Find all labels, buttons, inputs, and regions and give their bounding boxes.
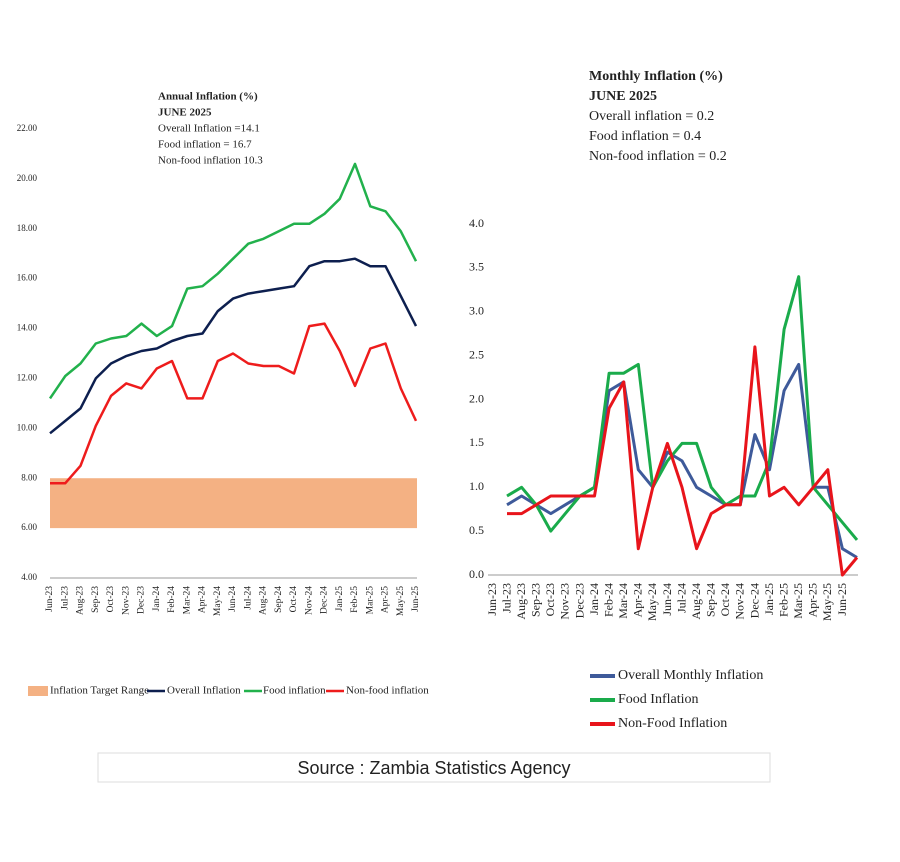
x-tick-label: Apr-25	[381, 586, 391, 613]
x-tick-label: May-25	[820, 583, 834, 621]
y-tick-label: 2.0	[469, 391, 484, 405]
series-line	[49, 257, 418, 435]
legend-label: Overall Monthly Inflation	[618, 668, 763, 683]
y-tick-label: 1.5	[469, 435, 484, 449]
legend-label: Inflation Target Range	[50, 685, 149, 697]
target-band	[50, 478, 417, 529]
x-tick-label: Jul-24	[243, 586, 253, 610]
series-line	[48, 162, 418, 400]
series-line	[506, 362, 858, 559]
y-tick-label: 12.00	[17, 373, 38, 383]
y-tick-label: 20.00	[17, 173, 38, 183]
annotation: Food inflation = 16.7	[158, 139, 252, 151]
annotation: Non-food inflation 10.3	[158, 155, 263, 167]
y-tick-label: 18.00	[17, 223, 38, 233]
x-tick-label: Oct-24	[718, 583, 732, 616]
x-tick-label: Feb-24	[601, 583, 615, 617]
y-tick-label: 14.00	[17, 323, 38, 333]
x-tick-label: Nov-23	[121, 586, 131, 615]
x-tick-label: Sep-24	[704, 583, 718, 617]
annotation: Overall inflation = 0.2	[589, 109, 714, 124]
x-tick-label: Aug-23	[76, 586, 86, 615]
series-line	[507, 345, 859, 577]
y-tick-label: 8.00	[21, 472, 37, 482]
legend-label: Food Inflation	[618, 692, 699, 707]
x-tick-label: Jul-24	[674, 583, 688, 613]
y-tick-label: 0.5	[469, 523, 484, 537]
source-box	[97, 752, 771, 783]
y-tick-label: 4.00	[21, 572, 37, 582]
y-tick-label: 0.0	[469, 567, 484, 581]
x-tick-label: Aug-24	[259, 586, 269, 615]
x-tick-label: Apr-25	[806, 583, 820, 617]
x-tick-label: Dec-24	[320, 586, 330, 614]
x-tick-label: Nov-24	[304, 586, 314, 615]
x-tick-label: Jul-23	[499, 583, 513, 613]
annotation: Food inflation = 0.4	[589, 129, 701, 144]
x-tick-label: Jan-25	[762, 583, 776, 615]
y-tick-label: 1.0	[469, 479, 484, 493]
annotation: Non-food inflation = 0.2	[589, 149, 727, 164]
x-tick-label: Jun-23	[45, 586, 55, 612]
x-tick-label: Sep-23	[91, 586, 101, 613]
x-tick-label: Oct-24	[289, 586, 299, 613]
x-tick-label: Nov-23	[558, 583, 572, 620]
x-tick-label: Jun-24	[228, 586, 238, 612]
x-tick-label: Jan-25	[335, 586, 345, 612]
x-tick-label: Jan-24	[587, 583, 601, 615]
chart-subtitle: JUNE 2025	[158, 107, 212, 119]
x-tick-label: Feb-25	[350, 586, 360, 613]
y-tick-label: 4.0	[469, 216, 484, 230]
chart-title: Annual Inflation (%)	[158, 91, 258, 103]
legend-label: Non-Food Inflation	[618, 716, 727, 731]
y-tick-label: 3.5	[469, 260, 484, 274]
chart-subtitle: JUNE 2025	[589, 89, 657, 104]
legend-label: Non-food inflation	[346, 685, 429, 697]
y-tick-label: 22.00	[17, 123, 38, 133]
y-tick-label: 16.00	[17, 273, 38, 283]
x-tick-label: May-24	[645, 583, 659, 621]
y-tick-label: 2.5	[469, 347, 484, 361]
source: Source : Zambia Statistics Agency	[297, 758, 570, 778]
chart-title: Monthly Inflation (%)	[589, 69, 723, 84]
x-tick-label: Jul-23	[60, 586, 70, 610]
x-tick-label: Dec-23	[572, 583, 586, 618]
x-tick-label: Jun-25	[835, 583, 849, 616]
x-tick-label: Oct-23	[543, 583, 557, 616]
x-tick-label: Dec-24	[747, 583, 761, 618]
series-line	[506, 275, 859, 541]
x-tick-label: Oct-23	[106, 586, 116, 613]
x-tick-label: Dec-23	[137, 586, 147, 614]
x-tick-label: Jun-24	[660, 583, 674, 616]
legend-label: Overall Inflation	[167, 685, 241, 697]
x-tick-label: Sep-23	[529, 583, 543, 617]
legend-label: Food inflation	[263, 685, 326, 697]
x-tick-label: Mar-25	[791, 583, 805, 619]
x-tick-label: Nov-24	[733, 583, 747, 620]
annotation: Overall Inflation =14.1	[158, 123, 260, 135]
x-tick-label: Jun-23	[485, 583, 499, 616]
x-tick-label: Apr-24	[631, 583, 645, 617]
y-tick-label: 6.00	[21, 522, 37, 532]
x-tick-label: May-24	[213, 586, 223, 616]
x-tick-label: Mar-25	[365, 586, 375, 615]
x-tick-label: Apr-24	[198, 586, 208, 613]
x-tick-label: Jun-25	[411, 586, 421, 612]
x-tick-label: Mar-24	[616, 583, 630, 619]
y-tick-label: 3.0	[469, 304, 484, 318]
x-tick-label: Jan-24	[152, 586, 162, 612]
x-tick-label: May-25	[396, 586, 406, 616]
y-tick-label: 10.00	[17, 422, 38, 432]
series-line	[50, 322, 418, 485]
x-tick-label: Aug-24	[689, 583, 703, 620]
x-tick-label: Feb-24	[167, 586, 177, 613]
x-tick-label: Mar-24	[182, 586, 192, 615]
x-tick-label: Aug-23	[514, 583, 528, 620]
legend-swatch	[28, 686, 48, 696]
x-tick-label: Sep-24	[274, 586, 284, 613]
x-tick-label: Feb-25	[776, 583, 790, 617]
